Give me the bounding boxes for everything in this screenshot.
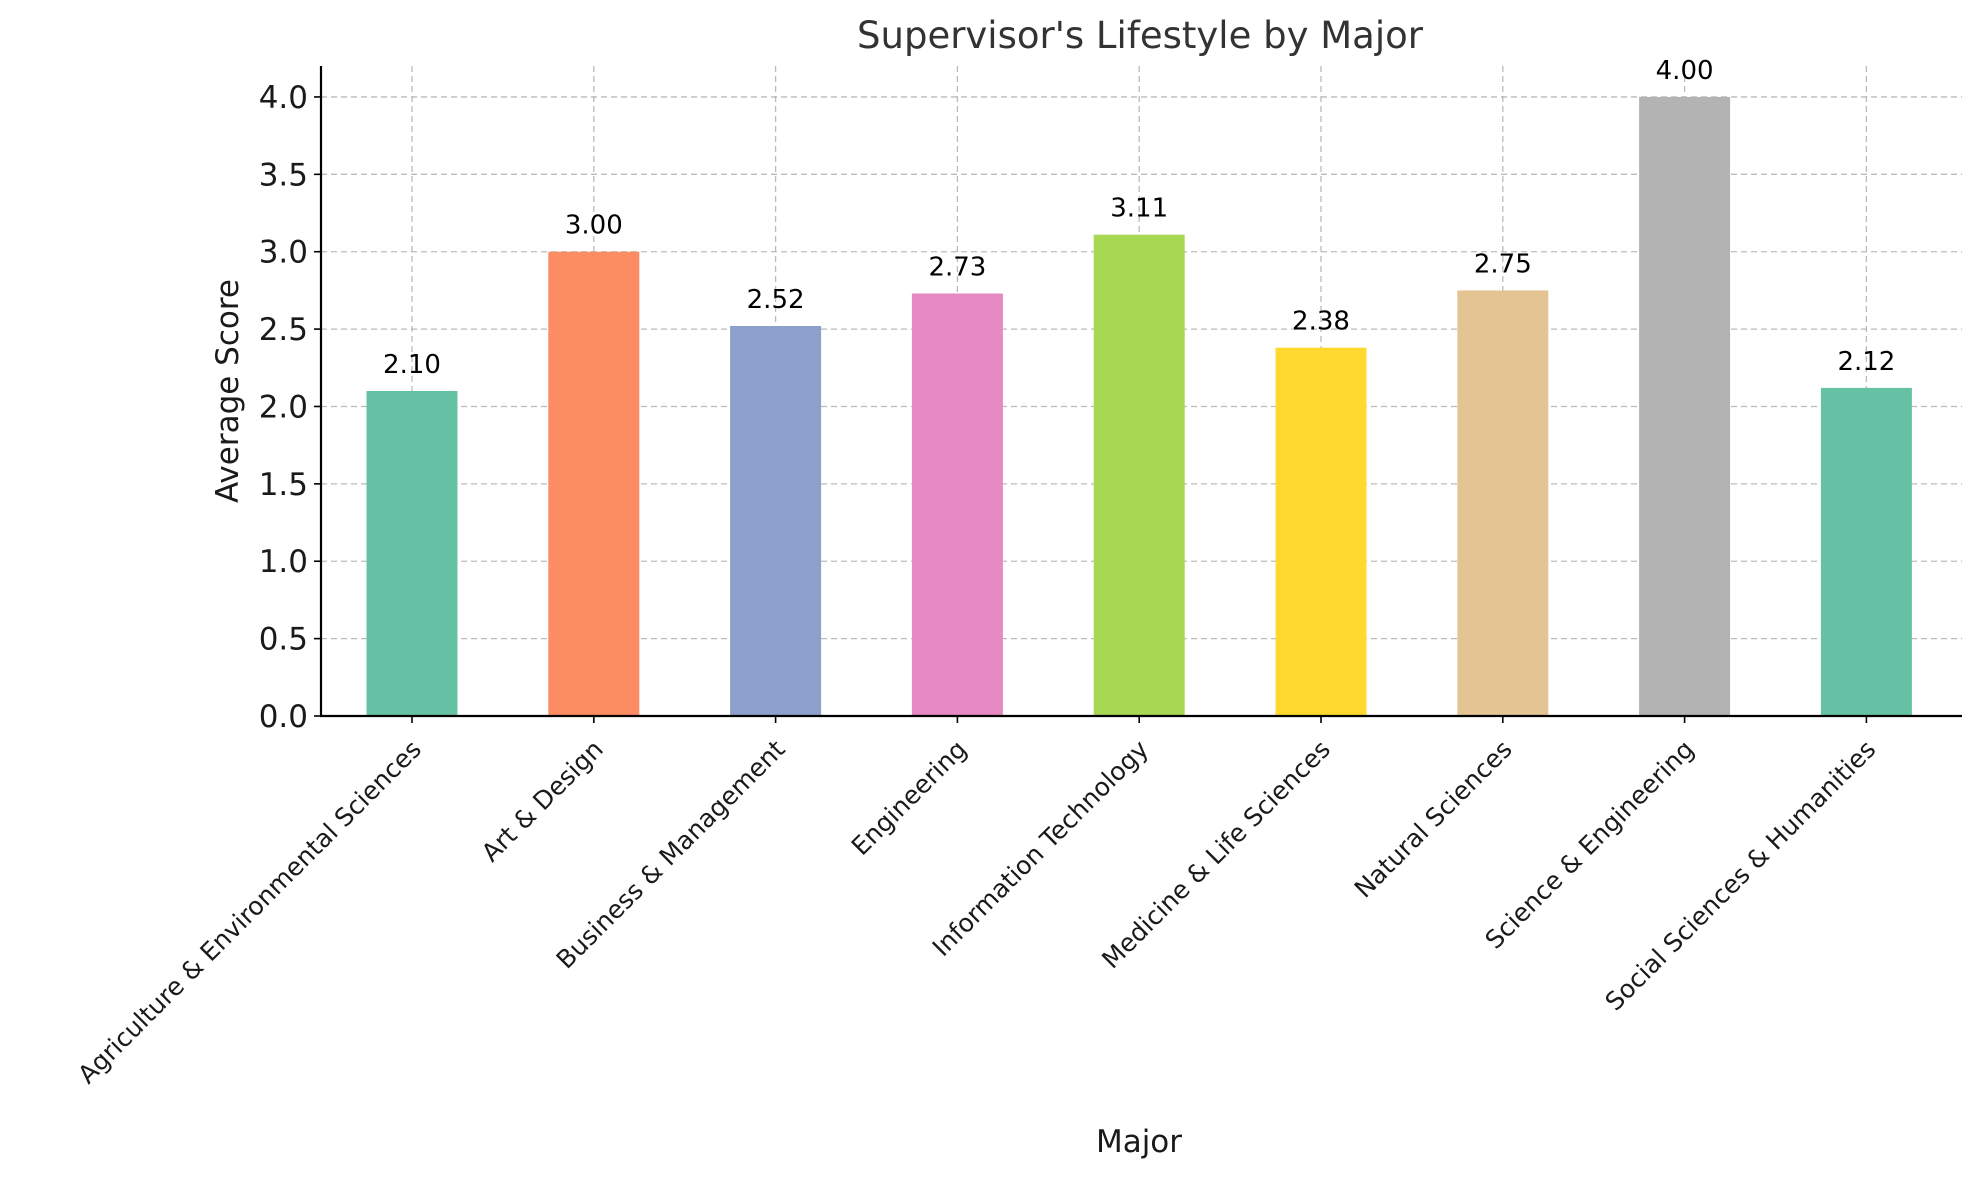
bar [548,251,640,716]
bar-value-label: 2.52 [747,285,805,315]
bar-value-label: 3.11 [1110,194,1168,224]
y-tick-label: 3.5 [259,157,308,193]
bar [911,293,1003,716]
y-tick-label: 3.0 [259,235,308,271]
x-tick-label: Agriculture & Environmental Sciences [72,734,427,1089]
bar-value-label: 2.38 [1292,307,1350,337]
bar [1639,96,1731,716]
x-tick-label: Natural Sciences [1349,734,1518,903]
y-tick-label: 0.5 [259,622,308,658]
y-tick-label: 4.0 [259,80,308,116]
x-tick-label: Science & Engineering [1479,734,1699,954]
x-tick-label: Information Technology [927,734,1155,962]
bar [1275,347,1367,716]
bar [1457,290,1549,716]
y-tick-label: 0.0 [259,699,308,735]
y-axis-label: Average Score [210,279,246,503]
x-ticks: Agriculture & Environmental Sciences Art … [72,716,1881,1089]
bar-value-label: 4.00 [1656,56,1714,86]
y-tick-label: 1.5 [259,467,308,503]
y-tick-label: 2.5 [259,312,308,348]
x-tick-label: Engineering [846,734,973,861]
bar [730,326,822,716]
x-tick-label: Art & Design [476,734,609,867]
y-ticks: 0.0 0.5 1.0 1.5 2.0 2.5 3.0 3.5 4.0 [259,80,321,735]
y-tick-label: 1.0 [259,544,308,580]
bar-value-label: 2.10 [383,350,441,380]
value-labels: 2.10 3.00 2.52 2.73 3.11 2.38 2.75 4.00 2.12 [383,56,1895,380]
bar-value-label: 2.73 [928,253,986,283]
bar-value-label: 3.00 [565,211,623,241]
y-tick-label: 2.0 [259,389,308,425]
bar-value-label: 2.75 [1474,249,1532,279]
bar-value-label: 2.12 [1837,347,1895,377]
bar [1820,387,1912,716]
bar [366,391,458,716]
bar [1093,234,1185,716]
chart-title: Supervisor's Lifestyle by Major [857,14,1424,57]
x-axis-label: Major [1096,1124,1182,1160]
bars [366,96,1912,716]
